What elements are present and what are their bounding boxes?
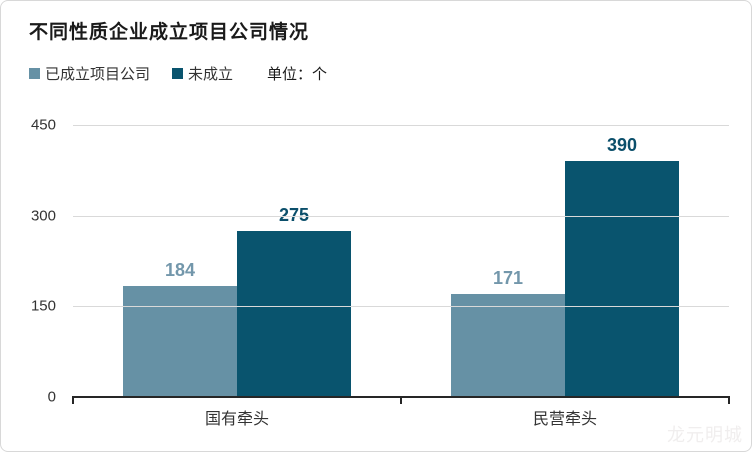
- legend-swatch-not-established: [172, 68, 184, 79]
- legend: 已成立项目公司 未成立 单位：个: [29, 63, 327, 84]
- bar-未成立-民营牵头[interactable]: 390: [565, 135, 679, 397]
- bar-value-label: 390: [606, 135, 638, 156]
- legend-label-not-established: 未成立: [188, 66, 234, 83]
- bar-未成立-国有牵头[interactable]: 275: [237, 205, 351, 397]
- legend-label-established: 已成立项目公司: [45, 66, 151, 83]
- chart-title: 不同性质企业成立项目公司情况: [29, 22, 310, 43]
- unit-label: 单位：个: [267, 66, 328, 83]
- bar-group-2: 171 390: [401, 125, 729, 397]
- plot-area: 184 275 171 390 450 300 150 0: [31, 117, 730, 406]
- x-axis-tick: [728, 396, 730, 404]
- legend-item-established: 已成立项目公司: [29, 63, 150, 84]
- y-tick-label-0: 0: [47, 388, 56, 406]
- bar-groups: 184 275 171 390: [73, 125, 729, 397]
- x-axis-tick: [72, 396, 74, 404]
- gridline-300: [73, 215, 729, 217]
- bar-value-label: 171: [492, 267, 524, 288]
- category-label-国有牵头: 国有牵头: [204, 411, 269, 428]
- watermark: 龙元明城: [667, 425, 743, 445]
- bar-value-label: 275: [278, 204, 310, 225]
- gridline-150: [73, 306, 729, 308]
- bar-已成立项目公司-民营牵头[interactable]: 171: [451, 268, 565, 397]
- bar-value-label: 184: [164, 259, 196, 280]
- x-axis-line: [72, 396, 730, 404]
- y-tick-label-150: 150: [30, 297, 56, 315]
- bar-group-1: 184 275: [73, 125, 401, 397]
- x-axis-tick: [400, 396, 402, 404]
- gridline-450: [73, 125, 729, 126]
- bar-已成立项目公司-国有牵头[interactable]: 184: [123, 260, 237, 397]
- category-axis-labels: 国有牵头 民营牵头: [73, 405, 729, 429]
- category-label-民营牵头: 民营牵头: [532, 411, 597, 428]
- legend-swatch-established: [29, 68, 40, 79]
- y-tick-label-450: 450: [30, 116, 56, 134]
- legend-item-not-established: 未成立: [172, 63, 233, 84]
- y-tick-label-300: 300: [30, 207, 56, 225]
